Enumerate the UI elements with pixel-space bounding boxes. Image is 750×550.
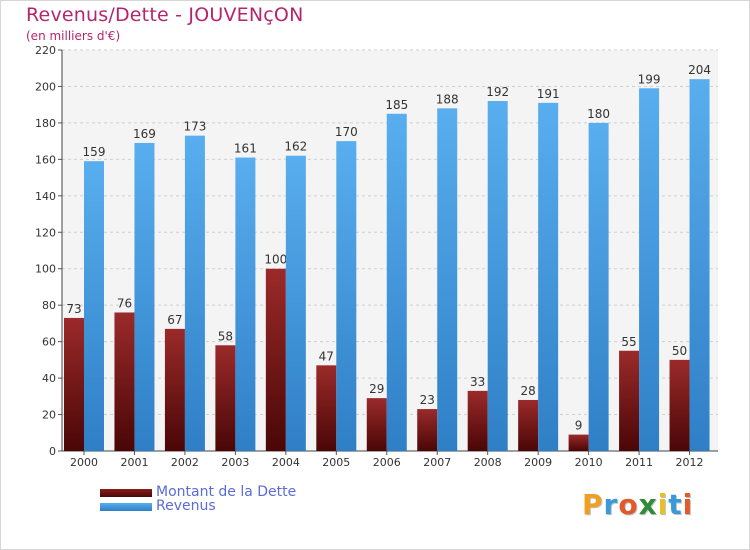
data-label: 33 (470, 375, 485, 389)
logo-letter: i (682, 488, 694, 521)
proxiti-logo: Proxiti (582, 488, 693, 521)
data-label: 188 (436, 92, 459, 106)
x-tick-label: 2008 (474, 456, 502, 469)
chart-title: Revenus/Dette - JOUVENçON (26, 4, 304, 26)
bar-revenus (84, 161, 104, 451)
data-label: 73 (66, 302, 81, 316)
logo-letter: P (582, 488, 604, 521)
bar-dette (669, 359, 690, 451)
data-label: 23 (420, 393, 435, 407)
data-label: 180 (587, 107, 610, 121)
bar-dette (518, 399, 539, 451)
legend-label-dette: Montant de la Dette (156, 484, 297, 500)
y-tick-label: 200 (35, 80, 56, 93)
y-tick-label: 40 (42, 372, 56, 385)
data-label: 161 (234, 142, 257, 156)
x-tick-label: 2006 (373, 456, 401, 469)
data-label: 47 (319, 349, 334, 363)
bar-dette (316, 365, 337, 451)
logo-letter: i (657, 488, 669, 521)
data-label: 67 (167, 313, 182, 327)
data-label: 204 (688, 63, 711, 77)
bar-revenus (487, 101, 508, 451)
bar-revenus (336, 141, 357, 452)
x-tick-label: 2004 (272, 456, 300, 469)
bar-dette (164, 328, 185, 451)
y-tick-label: 80 (42, 299, 56, 312)
x-tick-label: 2000 (70, 456, 98, 469)
y-tick-label: 60 (42, 336, 56, 349)
bar-revenus (689, 79, 710, 451)
y-tick-label: 120 (35, 226, 56, 239)
y-tick-label: 140 (35, 190, 56, 203)
data-label: 192 (486, 85, 509, 99)
x-tick-label: 2010 (575, 456, 603, 469)
data-label: 199 (638, 72, 661, 86)
data-label: 159 (83, 145, 106, 159)
bar-dette (366, 398, 387, 451)
data-label: 100 (264, 253, 287, 267)
data-label: 170 (335, 125, 358, 139)
y-tick-label: 180 (35, 117, 56, 130)
x-tick-label: 2001 (120, 456, 148, 469)
x-tick-label: 2007 (423, 456, 451, 469)
bar-dette (467, 390, 488, 451)
data-label: 58 (218, 329, 233, 343)
y-tick-label: 0 (49, 445, 56, 458)
bar-dette (64, 317, 84, 451)
data-label: 173 (183, 120, 206, 134)
data-label: 191 (537, 87, 560, 101)
data-label: 9 (575, 419, 583, 433)
logo-letter: o (618, 488, 639, 521)
bar-revenus (235, 157, 256, 452)
data-label: 162 (284, 140, 307, 154)
logo-letter: t (668, 488, 683, 521)
y-tick-label: 20 (42, 409, 56, 422)
data-label: 28 (521, 384, 536, 398)
bar-revenus (386, 113, 407, 451)
data-label: 185 (385, 98, 408, 112)
legend-swatch-revenus (100, 503, 152, 511)
data-label: 76 (117, 296, 132, 310)
data-label: 55 (621, 335, 636, 349)
bar-dette (114, 312, 135, 451)
x-tick-label: 2003 (221, 456, 249, 469)
bar-revenus (639, 88, 660, 451)
data-label: 169 (133, 127, 156, 141)
x-tick-label: 2009 (524, 456, 552, 469)
logo-letter: r (603, 488, 619, 521)
x-tick-label: 2002 (171, 456, 199, 469)
bar-dette (568, 434, 589, 451)
y-tick-label: 160 (35, 153, 56, 166)
x-tick-label: 2012 (676, 456, 704, 469)
chart-subtitle: (en milliers d'€) (26, 29, 121, 43)
x-tick-label: 2011 (625, 456, 653, 469)
y-tick-label: 220 (35, 44, 56, 57)
logo-letter: x (638, 488, 658, 521)
y-tick-label: 100 (35, 263, 56, 276)
bar-revenus (588, 122, 609, 451)
bar-revenus (285, 155, 306, 451)
x-tick-label: 2005 (322, 456, 350, 469)
bar-dette (265, 268, 286, 451)
legend-swatch-dette (100, 489, 152, 497)
bar-revenus (437, 108, 458, 451)
legend-label-revenus: Revenus (156, 498, 216, 514)
bar-revenus (134, 142, 155, 451)
bar-revenus (184, 135, 205, 451)
bar-dette (619, 350, 640, 451)
bar-revenus (538, 102, 559, 451)
bar-dette (215, 345, 236, 451)
bar-dette (417, 409, 438, 451)
data-label: 50 (672, 344, 687, 358)
data-label: 29 (369, 382, 384, 396)
